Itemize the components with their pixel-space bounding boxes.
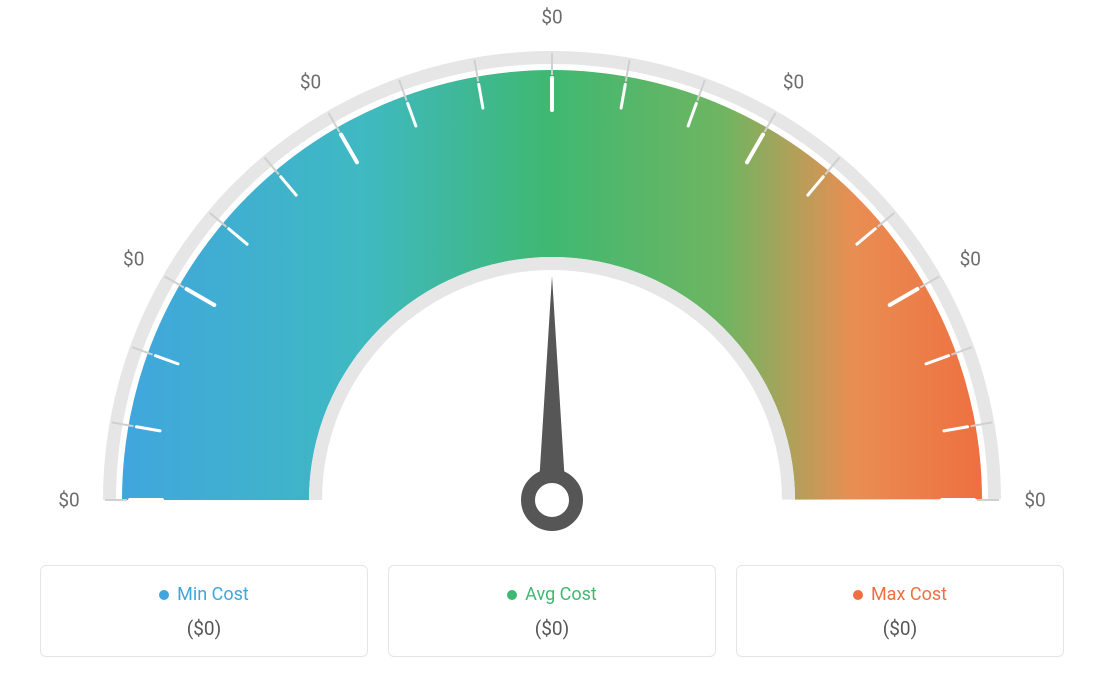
legend-label: Max Cost <box>871 584 947 605</box>
legend-card-max: Max Cost ($0) <box>736 565 1064 657</box>
legend-card-avg: Avg Cost ($0) <box>388 565 716 657</box>
legend-header: Min Cost <box>51 584 357 605</box>
legend-value: ($0) <box>399 617 705 640</box>
legend-card-min: Min Cost ($0) <box>40 565 368 657</box>
gauge-scale-label: $0 <box>541 6 562 29</box>
legend-value: ($0) <box>747 617 1053 640</box>
gauge-area: $0 $0 $0 $0 $0 $0 $0 <box>0 0 1104 560</box>
gauge-scale-label: $0 <box>1024 489 1045 512</box>
legend-header: Avg Cost <box>399 584 705 605</box>
gauge-scale-label: $0 <box>960 247 981 270</box>
gauge-scale-label: $0 <box>300 70 321 93</box>
legend-header: Max Cost <box>747 584 1053 605</box>
gauge-scale-label: $0 <box>123 247 144 270</box>
legend-row: Min Cost ($0) Avg Cost ($0) Max Cost ($0… <box>40 565 1064 657</box>
legend-label: Min Cost <box>177 584 249 605</box>
gauge-chart-container: $0 $0 $0 $0 $0 $0 $0 Min Cost ($0) Avg Cost ($… <box>0 0 1104 690</box>
gauge-svg <box>0 0 1104 560</box>
legend-dot-icon <box>159 590 169 600</box>
legend-value: ($0) <box>51 617 357 640</box>
gauge-scale-label: $0 <box>783 70 804 93</box>
legend-dot-icon <box>853 590 863 600</box>
legend-label: Avg Cost <box>525 584 597 605</box>
gauge-scale-label: $0 <box>58 489 79 512</box>
legend-dot-icon <box>507 590 517 600</box>
